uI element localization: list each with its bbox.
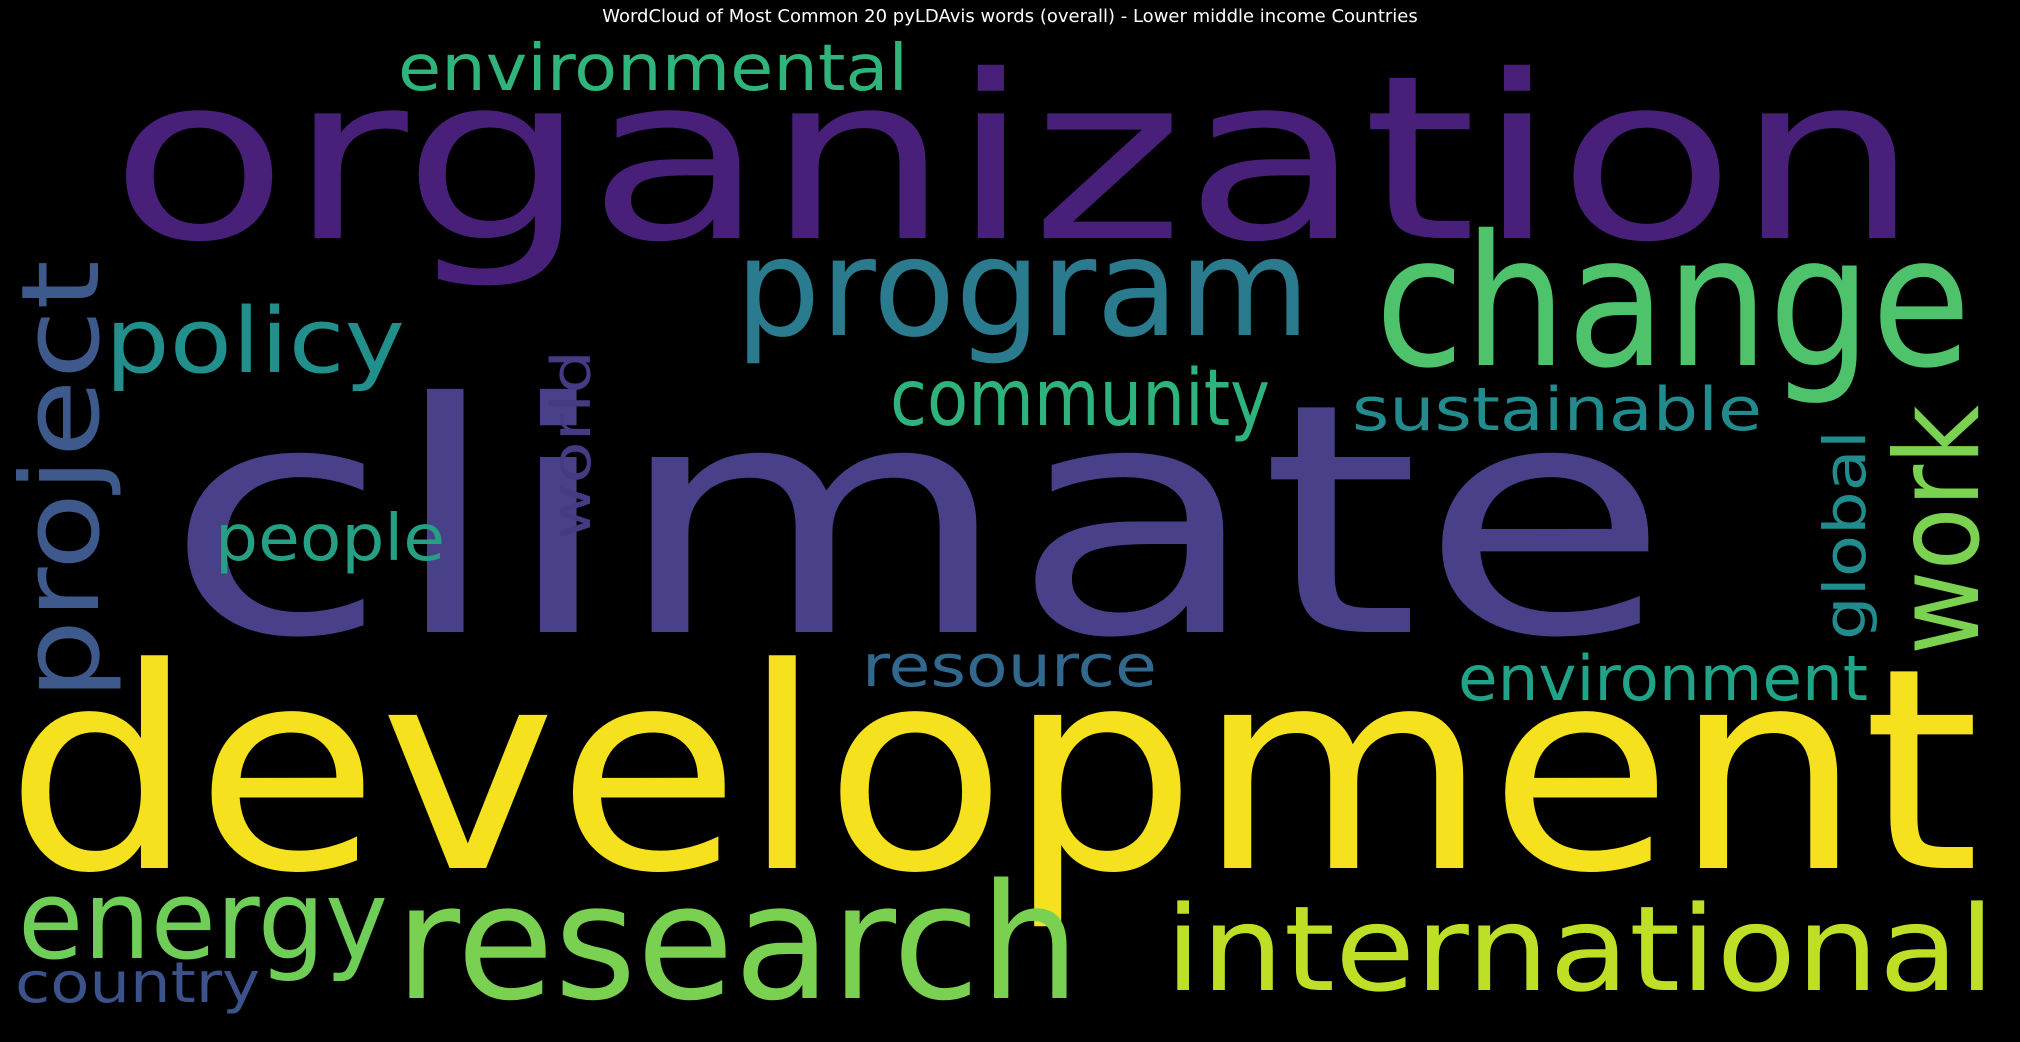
chart-title: WordCloud of Most Common 20 pyLDAvis wor… — [602, 6, 1418, 27]
word-world: world — [540, 350, 603, 540]
word-global: global — [1811, 430, 1879, 640]
word-energy: energy — [18, 856, 388, 984]
word-work: work — [1871, 405, 2006, 655]
word-development: development — [5, 609, 1980, 935]
word-policy: policy — [105, 289, 405, 394]
word-resource: resource — [862, 632, 1157, 700]
word-climate: climate — [165, 336, 1670, 708]
word-sustainable: sustainable — [1352, 375, 1762, 445]
word-organization: organization — [110, 26, 1920, 292]
word-program: program — [735, 210, 1310, 368]
word-project: project — [0, 260, 124, 700]
word-research: research — [395, 849, 1080, 1036]
word-people: people — [215, 502, 445, 576]
word-country: country — [15, 951, 260, 1016]
word-community: community — [890, 354, 1270, 444]
word-international: international — [1165, 880, 1995, 1018]
word-change: change — [1375, 196, 1971, 408]
word-environmental: environmental — [398, 32, 908, 106]
word-environment: environment — [1458, 642, 1868, 715]
